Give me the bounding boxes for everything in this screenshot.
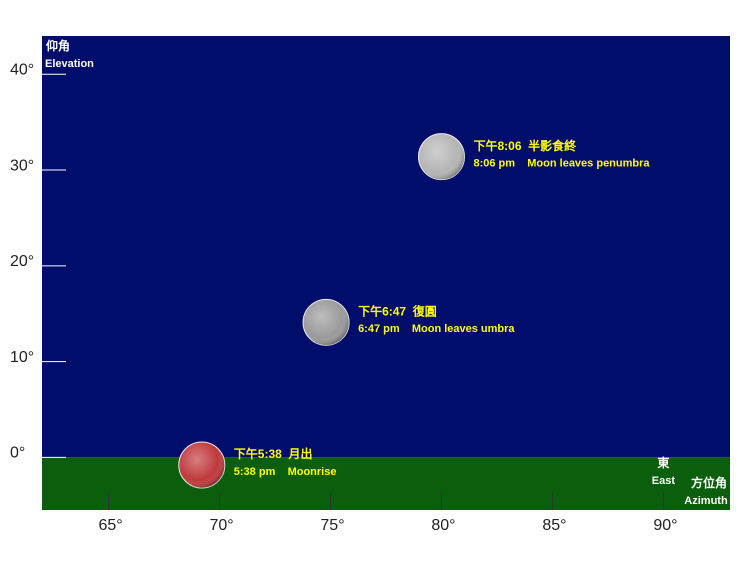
moon-shade bbox=[178, 441, 225, 488]
x-tick-label: 85° bbox=[542, 517, 566, 534]
y-axis-label: 仰角 bbox=[46, 38, 70, 53]
sky bbox=[42, 36, 730, 458]
y-tick-label: 40° bbox=[10, 62, 34, 79]
moon-shade bbox=[303, 299, 350, 346]
moon-label: 下午6:47 復圓 bbox=[358, 303, 437, 318]
y-tick-label: 10° bbox=[10, 349, 34, 366]
x-tick-label: 65° bbox=[98, 517, 122, 534]
y-tick-label: 0° bbox=[10, 445, 25, 462]
moon-label: 5:38 pm Moonrise bbox=[234, 466, 337, 478]
x-tick-label: 80° bbox=[431, 517, 455, 534]
moon-label: 下午5:38 月出 bbox=[234, 446, 313, 461]
x-tick-label: 70° bbox=[209, 517, 233, 534]
x-axis-label: Azimuth bbox=[684, 495, 728, 507]
moon-label: 8:06 pm Moon leaves penumbra bbox=[473, 158, 650, 170]
x-tick-label: 75° bbox=[320, 517, 344, 534]
x-tick-label: 90° bbox=[653, 517, 677, 534]
moon-shade bbox=[418, 133, 465, 180]
moon-label: 6:47 pm Moon leaves umbra bbox=[358, 323, 515, 335]
annotation: 東 bbox=[657, 455, 669, 470]
y-axis-label: Elevation bbox=[45, 58, 94, 70]
y-tick-label: 20° bbox=[10, 253, 34, 270]
moon-label: 下午8:06 半影食終 bbox=[473, 138, 577, 153]
y-tick-label: 30° bbox=[10, 157, 34, 174]
annotation: East bbox=[652, 475, 676, 487]
ground bbox=[42, 457, 730, 510]
x-axis-label: 方位角 bbox=[691, 475, 727, 490]
